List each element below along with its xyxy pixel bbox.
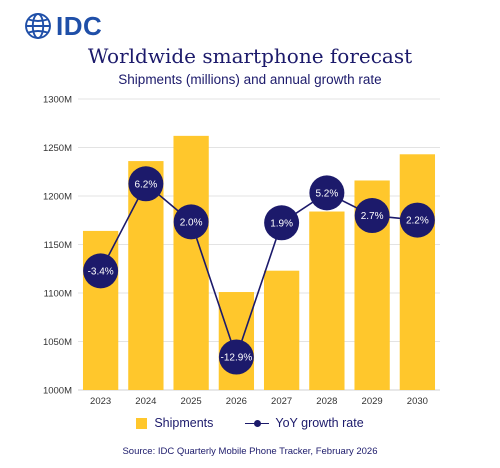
bar (309, 211, 345, 390)
y-tick-label: 1300M (43, 95, 72, 106)
bar (173, 135, 209, 390)
growth-point (264, 205, 300, 241)
growth-point (309, 175, 345, 211)
growth-label: 6.2% (134, 179, 157, 190)
growth-label: 5.2% (315, 188, 338, 199)
x-tick-label: 2028 (316, 396, 337, 407)
growth-point (399, 202, 435, 238)
logo: IDC (24, 11, 102, 41)
legend-label-growth: YoY growth rate (275, 416, 364, 430)
legend-label-shipments: Shipments (154, 416, 214, 430)
y-tick-label: 1100M (44, 289, 72, 300)
y-tick-label: 1000M (43, 386, 72, 397)
chart-title: Worldwide smartphone forecast (87, 44, 413, 68)
y-tick-label: 1250M (43, 143, 72, 154)
growth-point (354, 198, 390, 234)
x-tick-label: 2029 (362, 396, 383, 407)
bar (399, 154, 436, 390)
globe-icon (25, 13, 51, 39)
x-tick-label: 2026 (226, 396, 247, 407)
legend-line-growth (245, 417, 270, 429)
chart-subtitle: Shipments (millions) and annual growth r… (118, 72, 382, 87)
x-tick-label: 2024 (135, 396, 156, 407)
legend-swatch-shipments (136, 417, 148, 429)
x-tick-label: 2025 (181, 396, 202, 407)
legend-item-shipments: Shipments (136, 416, 213, 430)
growth-label: -3.4% (88, 266, 114, 277)
growth-label: 2.7% (361, 211, 384, 222)
growth-point (128, 166, 164, 202)
growth-label: 1.9% (270, 218, 293, 229)
y-tick-label: 1050M (43, 337, 72, 348)
growth-point (218, 339, 254, 375)
growth-point (83, 253, 119, 289)
x-tick-label: 2027 (271, 396, 292, 407)
legend: Shipments YoY growth rate (0, 416, 500, 430)
bar (263, 270, 300, 390)
x-tick-label: 2023 (90, 396, 111, 407)
growth-label: -12.9% (221, 353, 253, 364)
y-tick-label: 1200M (43, 192, 72, 203)
source-note: Source: IDC Quarterly Mobile Phone Track… (122, 446, 378, 457)
x-tick-label: 2030 (407, 396, 428, 407)
growth-label: 2.0% (180, 217, 203, 228)
logo-text: IDC (56, 10, 103, 41)
growth-label: 2.2% (406, 216, 429, 227)
y-tick-label: 1150M (44, 240, 72, 251)
growth-point (173, 204, 209, 240)
legend-item-growth: YoY growth rate (245, 416, 364, 430)
